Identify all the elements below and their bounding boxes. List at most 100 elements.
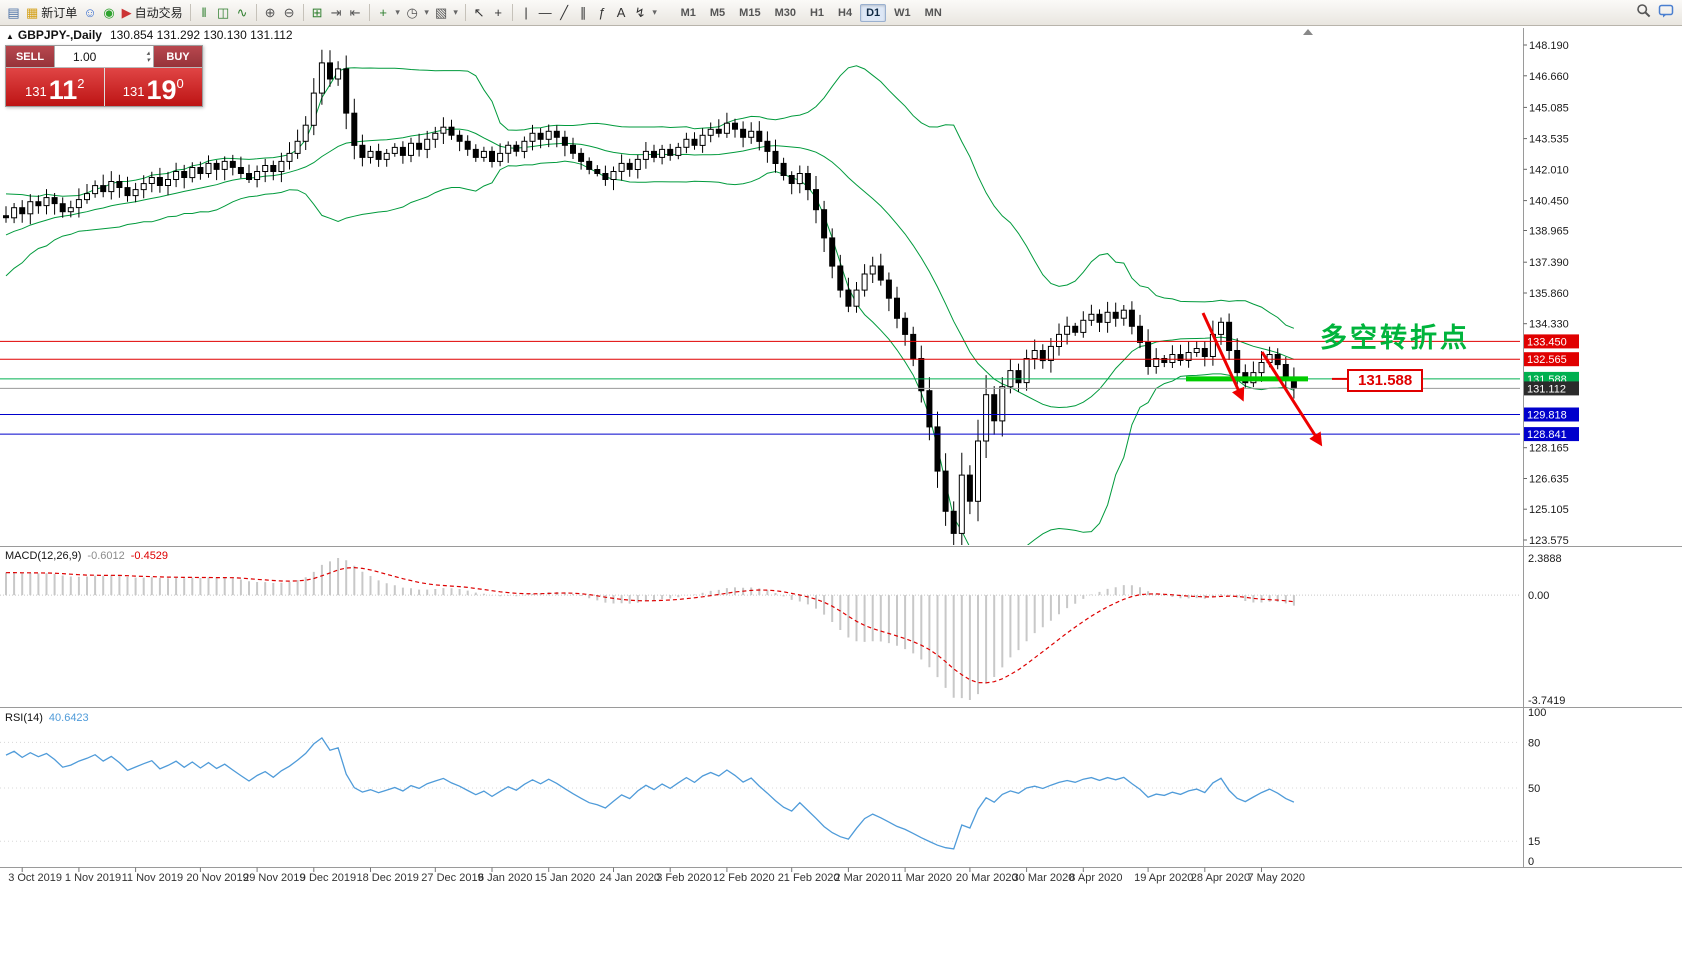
svg-text:27 Dec 2019: 27 Dec 2019 — [421, 872, 483, 884]
buy-price-sup: 0 — [176, 76, 184, 91]
price-callout: 131.588 — [1347, 369, 1424, 392]
toolbar-separator — [302, 4, 304, 21]
main-toolbar: ▤ ▦ 新订单 ☺ ◉ ▶ 自动交易 ‖ ◫ ∿ ⊕ ⊖ ⊞ ⇥ ⇤ + ▾ ◷ ▾ ▧ ▾ ↖ + | ― ╱ ∥ ƒ A ↯ ▾ M1 M… — [0, 0, 1682, 26]
one-click-trading-panel: SELL 1.00 ▴ ▾ BUY 131 11 2 131 19 0 — [5, 45, 203, 107]
templates-dropdown[interactable]: ▾ — [453, 7, 458, 17]
svg-text:20 Nov 2019: 20 Nov 2019 — [186, 872, 248, 884]
svg-text:129.818: 129.818 — [1527, 410, 1567, 422]
timeframe-m1[interactable]: M1 — [680, 6, 696, 19]
chart-shift-icon[interactable]: ⇤ — [349, 4, 361, 20]
toolbar-buttons: ▤ ▦ 新订单 ☺ ◉ ▶ 自动交易 ‖ ◫ ∿ ⊕ ⊖ ⊞ ⇥ ⇤ + ▾ ◷ ▾ ▧ ▾ ↖ + | ― ╱ ∥ ƒ A ↯ ▾ — [4, 3, 660, 23]
bollinger-bands — [5, 65, 1295, 545]
chat-icon[interactable] — [1658, 3, 1674, 22]
periods-dropdown[interactable]: ▾ — [424, 7, 429, 17]
volume-field[interactable]: 1.00 ▴ ▾ — [54, 46, 154, 67]
templates-icon[interactable]: ▧ — [434, 4, 448, 20]
svg-text:131.112: 131.112 — [1527, 383, 1566, 395]
svg-text:123.575: 123.575 — [1529, 535, 1569, 547]
svg-text:8 Apr 2020: 8 Apr 2020 — [1069, 872, 1122, 884]
zoom-out-icon[interactable]: ⊖ — [283, 4, 295, 20]
candlestick-chart-icon[interactable]: ◫ — [216, 4, 230, 20]
text-icon[interactable]: A — [616, 5, 626, 20]
line-chart-icon[interactable]: ∿ — [236, 4, 248, 20]
svg-text:9 Dec 2019: 9 Dec 2019 — [300, 872, 356, 884]
svg-text:128.165: 128.165 — [1529, 443, 1569, 455]
tile-windows-icon[interactable]: ⊞ — [311, 4, 323, 20]
toolbar-separator — [511, 4, 513, 21]
macd-signal-line — [5, 566, 1294, 684]
timeframe-m30[interactable]: M30 — [774, 6, 796, 19]
timeframe-h1[interactable]: H1 — [809, 6, 825, 19]
buy-price-button[interactable]: 131 19 0 — [104, 68, 202, 106]
rsi-line — [5, 736, 1295, 850]
indicators-icon[interactable]: + — [379, 5, 387, 20]
svg-text:-3.7419: -3.7419 — [1528, 695, 1565, 707]
svg-text:3 Oct 2019: 3 Oct 2019 — [8, 872, 62, 884]
svg-text:20 Mar 2020: 20 Mar 2020 — [956, 872, 1018, 884]
profile-icon[interactable]: ☺ — [83, 5, 97, 20]
vertical-line-icon[interactable]: | — [524, 5, 528, 20]
timeframe-d1[interactable]: D1 — [860, 3, 887, 22]
svg-text:137.390: 137.390 — [1529, 257, 1569, 269]
indicators-dropdown[interactable]: ▾ — [395, 7, 400, 17]
timeframe-m15[interactable]: M15 — [739, 6, 761, 19]
svg-text:6 Jan 2020: 6 Jan 2020 — [478, 872, 532, 884]
arrows-icon[interactable]: ↯ — [634, 4, 646, 20]
toolbar-separator — [255, 4, 257, 21]
svg-text:80: 80 — [1528, 737, 1540, 749]
svg-text:1 Nov 2019: 1 Nov 2019 — [65, 872, 121, 884]
timeframe-h4[interactable]: H4 — [838, 6, 853, 19]
svg-text:133.450: 133.450 — [1527, 336, 1567, 348]
svg-text:11 Mar 2020: 11 Mar 2020 — [891, 872, 952, 884]
svg-text:24 Jan 2020: 24 Jan 2020 — [600, 872, 661, 884]
sell-button[interactable]: SELL — [6, 46, 54, 67]
svg-text:0: 0 — [1528, 856, 1534, 868]
svg-text:3 Feb 2020: 3 Feb 2020 — [656, 872, 712, 884]
volume-value: 1.00 — [73, 49, 97, 64]
scroll-marker[interactable] — [1303, 29, 1313, 35]
svg-text:29 Nov 2019: 29 Nov 2019 — [243, 872, 305, 884]
svg-text:143.535: 143.535 — [1529, 134, 1569, 146]
new-order-button[interactable]: ▦ 新订单 — [26, 4, 78, 21]
spinner-down-icon[interactable]: ▾ — [146, 56, 150, 64]
svg-text:148.190: 148.190 — [1529, 40, 1569, 52]
buy-price-prefix: 131 — [122, 84, 145, 99]
down-arrow-0 — [1201, 312, 1245, 402]
timeframe-w1[interactable]: W1 — [894, 6, 911, 19]
search-icon[interactable] — [1636, 3, 1652, 22]
community-globe-icon[interactable]: ◉ — [103, 4, 115, 20]
price-tag-128.841 — [1524, 427, 1579, 442]
svg-text:2.3888: 2.3888 — [1528, 553, 1562, 565]
timeframe-m5[interactable]: M5 — [709, 6, 726, 19]
svg-text:12 Feb 2020: 12 Feb 2020 — [713, 872, 775, 884]
sell-price-prefix: 131 — [25, 84, 47, 99]
autotrading-button[interactable]: ▶ 自动交易 — [121, 4, 183, 21]
zoom-in-icon[interactable]: ⊕ — [264, 4, 276, 20]
auto-scroll-icon[interactable]: ⇥ — [330, 4, 342, 20]
svg-text:128.841: 128.841 — [1527, 429, 1567, 441]
channel-icon[interactable]: ∥ — [579, 4, 587, 20]
cursor-icon[interactable]: ↖ — [473, 4, 485, 20]
svg-text:7 May 2020: 7 May 2020 — [1248, 872, 1305, 884]
sell-price-button[interactable]: 131 11 2 — [6, 68, 104, 106]
bar-chart-icon[interactable]: ‖ — [201, 5, 207, 20]
collapse-icon[interactable]: ▲ — [6, 32, 14, 41]
rsi-header: RSI(14) 40.6423 — [5, 712, 89, 724]
toolbar-separator — [464, 4, 466, 21]
window-icon[interactable]: ▤ — [7, 4, 20, 20]
spinner-up-icon[interactable]: ▴ — [146, 49, 150, 57]
rsi-label: RSI(14) — [5, 712, 43, 724]
horizontal-line-icon[interactable]: ― — [538, 5, 552, 20]
trendline-icon[interactable]: ╱ — [560, 4, 569, 20]
svg-text:2 Mar 2020: 2 Mar 2020 — [834, 872, 890, 884]
fibonacci-icon[interactable]: ƒ — [598, 5, 606, 20]
volume-spinner[interactable]: ▴ ▾ — [146, 50, 150, 64]
svg-text:21 Feb 2020: 21 Feb 2020 — [778, 872, 840, 884]
arrows-dropdown[interactable]: ▾ — [652, 7, 657, 17]
periods-icon[interactable]: ◷ — [406, 4, 418, 20]
timeframe-mn[interactable]: MN — [924, 6, 942, 19]
crosshair-icon[interactable]: + — [494, 5, 502, 20]
buy-button[interactable]: BUY — [154, 46, 202, 67]
